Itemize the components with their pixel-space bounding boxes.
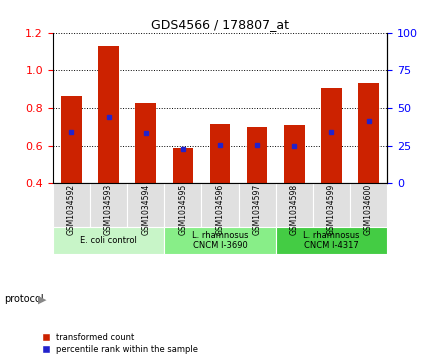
Text: GSM1034596: GSM1034596 — [216, 184, 224, 235]
Text: GSM1034593: GSM1034593 — [104, 184, 113, 235]
Bar — [53, 183, 90, 227]
Legend: transformed count, percentile rank within the sample: transformed count, percentile rank withi… — [39, 330, 202, 357]
Title: GDS4566 / 178807_at: GDS4566 / 178807_at — [151, 19, 289, 32]
Bar — [98, 46, 119, 183]
Text: ▶: ▶ — [38, 294, 46, 305]
Bar — [210, 124, 230, 183]
Bar — [321, 88, 342, 183]
Text: GSM1034600: GSM1034600 — [364, 184, 373, 235]
Bar — [276, 183, 313, 227]
Bar — [164, 183, 202, 227]
Text: GSM1034599: GSM1034599 — [327, 184, 336, 235]
Text: GSM1034594: GSM1034594 — [141, 184, 150, 235]
Bar — [127, 183, 164, 227]
Text: GSM1034598: GSM1034598 — [290, 184, 299, 235]
Bar — [313, 183, 350, 227]
Bar — [90, 183, 127, 227]
Text: GSM1034597: GSM1034597 — [253, 184, 262, 235]
Text: L. rhamnosus
CNCM I-4317: L. rhamnosus CNCM I-4317 — [303, 231, 360, 250]
Bar — [247, 127, 268, 183]
Bar — [276, 227, 387, 254]
Text: GSM1034595: GSM1034595 — [178, 184, 187, 235]
Bar — [53, 227, 164, 254]
Bar — [238, 183, 276, 227]
Text: protocol: protocol — [4, 294, 44, 305]
Bar — [172, 148, 193, 183]
Text: E. coli control: E. coli control — [80, 236, 137, 245]
Text: GSM1034592: GSM1034592 — [67, 184, 76, 235]
Bar — [61, 96, 81, 183]
Bar — [284, 125, 304, 183]
Bar — [136, 103, 156, 183]
Bar — [359, 83, 379, 183]
Text: L. rhamnosus
CNCM I-3690: L. rhamnosus CNCM I-3690 — [192, 231, 248, 250]
Bar — [202, 183, 238, 227]
Bar — [164, 227, 276, 254]
Bar — [350, 183, 387, 227]
